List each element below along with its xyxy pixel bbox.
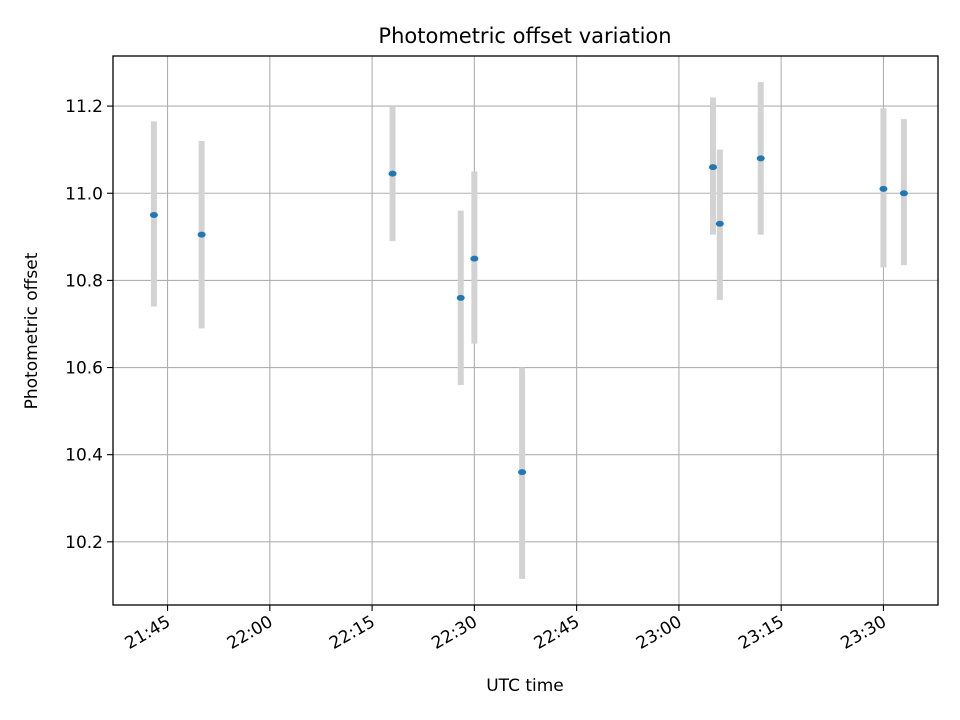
data-point <box>197 231 206 238</box>
x-tick-label: 22:15 <box>326 612 378 654</box>
data-point <box>899 190 908 197</box>
data-point <box>709 164 717 171</box>
data-point <box>756 155 765 162</box>
x-tick-label: 23:15 <box>735 612 787 654</box>
data-points <box>149 155 908 476</box>
data-point <box>470 255 479 262</box>
y-tick-label: 11.2 <box>65 97 103 117</box>
data-point <box>456 294 465 301</box>
data-point <box>879 185 888 192</box>
x-tick-label: 23:00 <box>633 612 685 654</box>
x-tick-label: 22:00 <box>224 612 276 654</box>
y-tick-label: 10.2 <box>65 533 103 553</box>
chart-title: Photometric offset variation <box>378 24 671 48</box>
data-point <box>388 170 397 177</box>
x-tick-label: 22:45 <box>531 612 583 654</box>
y-tick-label: 10.6 <box>65 359 103 379</box>
grid <box>113 56 938 605</box>
plot-area <box>112 55 939 606</box>
y-tick-label: 10.8 <box>65 271 103 291</box>
data-point <box>518 469 527 476</box>
x-tick-label: 21:45 <box>122 612 174 654</box>
y-axis-ticks: 10.2 10.4 10.6 10.8 11.0 11.2 <box>65 97 113 553</box>
y-axis-title: Photometric offset <box>22 252 42 409</box>
x-axis-title: UTC time <box>486 676 564 696</box>
x-tick-label: 23:30 <box>838 612 890 654</box>
data-point <box>715 220 724 227</box>
error-bars <box>150 82 907 579</box>
x-axis-ticks: 21:45 22:00 22:15 22:30 22:45 23:00 23:15 23:30 <box>122 605 890 654</box>
y-tick-label: 10.4 <box>65 446 103 466</box>
x-tick-label: 22:30 <box>428 612 480 654</box>
data-point <box>149 212 158 219</box>
y-tick-label: 11.0 <box>65 184 103 204</box>
